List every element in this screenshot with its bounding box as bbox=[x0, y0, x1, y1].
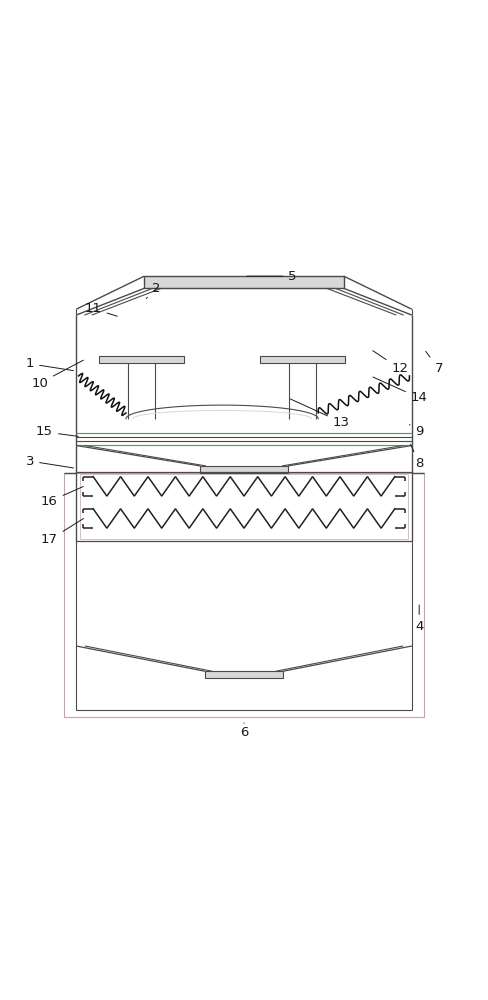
Bar bbox=[205, 671, 283, 678]
Text: 17: 17 bbox=[41, 519, 83, 546]
Text: 13: 13 bbox=[290, 399, 350, 429]
Text: 9: 9 bbox=[409, 425, 424, 438]
Bar bbox=[80, 474, 408, 539]
Text: 4: 4 bbox=[415, 605, 424, 633]
Bar bbox=[64, 473, 424, 717]
Text: 6: 6 bbox=[240, 723, 248, 739]
Text: 16: 16 bbox=[41, 487, 83, 508]
Text: 1: 1 bbox=[26, 357, 73, 371]
Bar bbox=[76, 472, 412, 541]
Text: 7: 7 bbox=[426, 351, 443, 375]
Text: 8: 8 bbox=[410, 444, 424, 470]
Bar bbox=[99, 356, 184, 363]
Text: 5: 5 bbox=[247, 270, 297, 283]
Text: 10: 10 bbox=[31, 360, 83, 390]
Text: 15: 15 bbox=[36, 425, 78, 438]
Text: 2: 2 bbox=[146, 282, 161, 299]
Text: 11: 11 bbox=[84, 302, 117, 316]
Bar bbox=[260, 356, 345, 363]
Text: 12: 12 bbox=[373, 351, 408, 375]
Text: 3: 3 bbox=[26, 455, 73, 468]
Bar bbox=[200, 466, 288, 473]
Text: 14: 14 bbox=[373, 377, 427, 404]
Bar bbox=[144, 276, 344, 288]
